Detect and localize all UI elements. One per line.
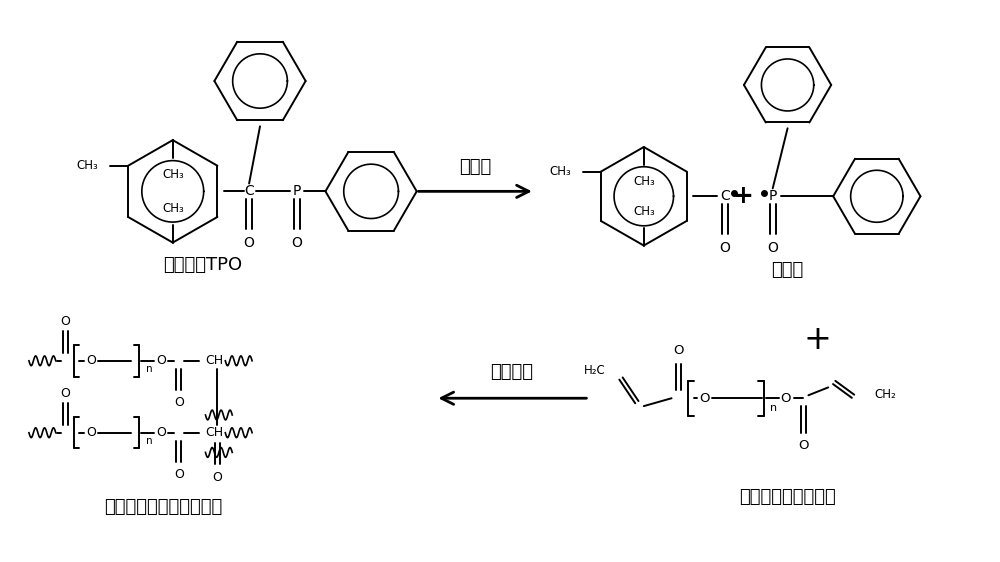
Text: C: C [244, 184, 254, 198]
Text: 交联反应: 交联反应 [490, 362, 533, 380]
Text: O: O [767, 241, 778, 255]
Text: n: n [146, 364, 152, 374]
Text: O: O [174, 468, 184, 481]
Text: CH₃: CH₃ [549, 165, 571, 178]
Text: O: O [174, 396, 184, 409]
Text: O: O [244, 235, 255, 250]
Text: CH₃: CH₃ [77, 159, 98, 172]
Text: 自由基: 自由基 [771, 261, 804, 279]
Text: 聚乙二醇双丙烯酸酯交联: 聚乙二醇双丙烯酸酯交联 [104, 497, 222, 515]
Text: 聚乙二醇双丙烯酸酯: 聚乙二醇双丙烯酸酯 [739, 488, 836, 506]
Text: CH₃: CH₃ [633, 205, 655, 218]
Text: O: O [86, 354, 96, 368]
Text: CH₃: CH₃ [162, 167, 184, 181]
Text: O: O [212, 470, 222, 483]
Text: C: C [720, 189, 730, 203]
Text: O: O [156, 354, 166, 368]
Text: CH₃: CH₃ [162, 202, 184, 215]
Text: O: O [699, 392, 710, 405]
Text: O: O [673, 345, 684, 357]
Text: H₂C: H₂C [584, 364, 606, 377]
Text: CH₃: CH₃ [633, 175, 655, 188]
Text: 光引发剂TPO: 光引发剂TPO [163, 256, 242, 274]
Text: O: O [61, 315, 71, 328]
Text: O: O [720, 241, 731, 255]
Text: 紫外光: 紫外光 [459, 158, 491, 176]
Text: +: + [803, 323, 831, 356]
Text: O: O [780, 392, 791, 405]
Text: O: O [291, 235, 302, 250]
Text: O: O [156, 426, 166, 439]
Text: O: O [86, 426, 96, 439]
Text: P: P [769, 189, 777, 203]
Text: CH: CH [205, 354, 224, 368]
Text: n: n [770, 403, 777, 413]
Text: CH₂: CH₂ [875, 388, 897, 401]
Text: +: + [733, 184, 753, 209]
Text: n: n [146, 436, 152, 446]
Text: P: P [293, 184, 301, 198]
Text: O: O [61, 387, 71, 400]
Text: O: O [798, 439, 809, 452]
Text: CH: CH [205, 426, 224, 439]
